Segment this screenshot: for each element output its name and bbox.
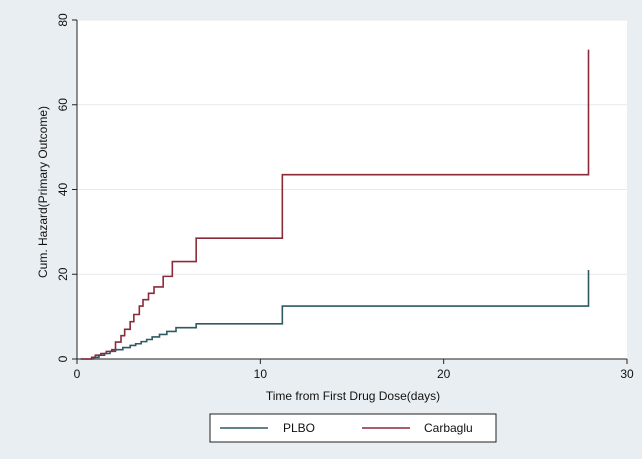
x-tick-label: 30 (620, 367, 634, 381)
y-tick-label: 40 (56, 183, 70, 197)
x-tick-label: 10 (254, 367, 268, 381)
series-line-carbaglu (80, 49, 590, 360)
y-axis-title: Cum. Hazard(Primary Outcome) (36, 106, 50, 278)
y-tick-label: 20 (56, 267, 70, 281)
legend-label-plbo: PLBO (283, 421, 315, 435)
tick-labels: 0 20 40 60 80 0 10 20 30 (56, 13, 634, 381)
axes (72, 19, 628, 364)
legend-label-carbaglu: Carbaglu (424, 421, 473, 435)
y-tick-label: 0 (56, 355, 70, 362)
x-tick-label: 20 (437, 367, 451, 381)
series-lines (80, 49, 590, 360)
legend: PLBO Carbaglu (209, 413, 497, 443)
y-tick-label: 80 (56, 13, 70, 27)
y-tick-label: 60 (56, 98, 70, 112)
x-axis-title: Time from First Drug Dose(days) (266, 389, 440, 403)
x-tick-label: 0 (74, 367, 81, 381)
